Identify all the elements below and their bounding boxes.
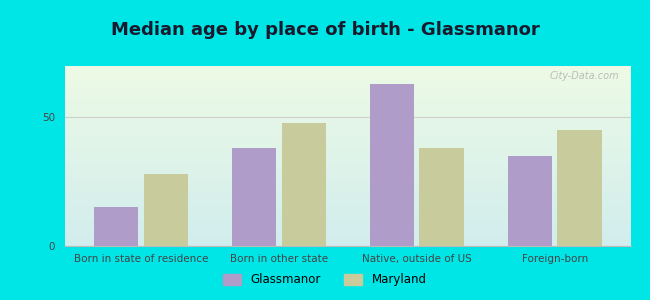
Bar [419, 148, 463, 246]
Bar [370, 84, 414, 246]
Bar [94, 207, 138, 246]
Legend: Glassmanor, Maryland: Glassmanor, Maryland [218, 269, 432, 291]
Bar [281, 123, 326, 246]
Text: City-Data.com: City-Data.com [549, 71, 619, 81]
Bar [508, 156, 552, 246]
Bar [558, 130, 601, 246]
Text: Median age by place of birth - Glassmanor: Median age by place of birth - Glassmano… [111, 21, 540, 39]
Bar [144, 174, 188, 246]
Bar [232, 148, 276, 246]
